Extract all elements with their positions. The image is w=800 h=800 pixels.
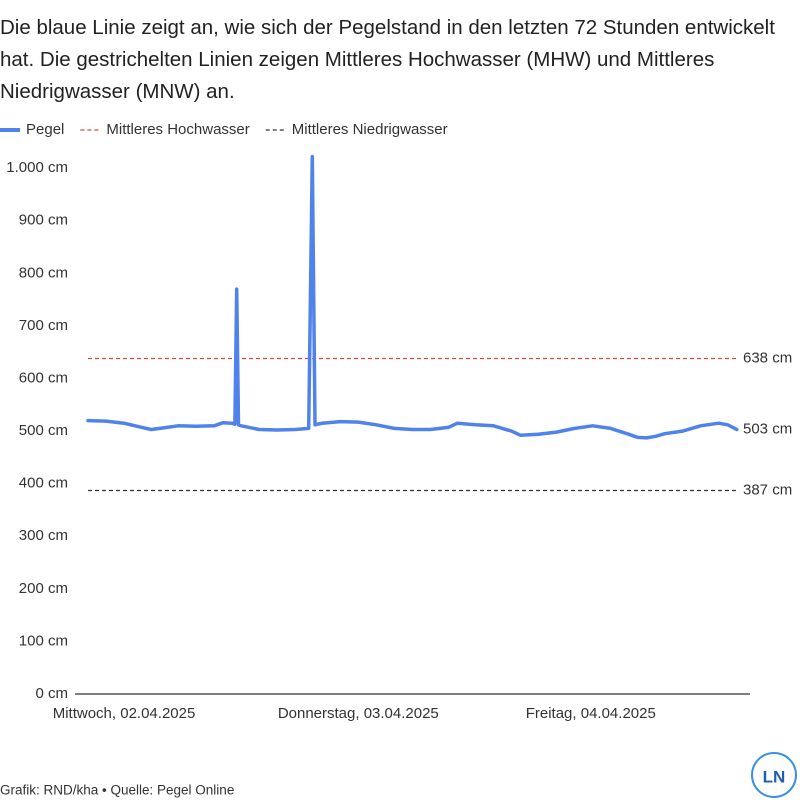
y-tick-label: 700 cm	[19, 317, 68, 334]
y-tick-label: 1.000 cm	[6, 159, 68, 176]
legend-label: Mittleres Hochwasser	[106, 121, 249, 138]
y-tick-label: 0 cm	[35, 685, 68, 702]
logo-circle	[751, 752, 797, 798]
chart-title: Die blaue Linie zeigt an, wie sich der P…	[0, 16, 775, 103]
y-tick-label: 100 cm	[19, 632, 68, 649]
y-tick-label: 500 cm	[19, 422, 68, 439]
y-tick-label: 400 cm	[19, 475, 68, 492]
legend-label: Mittleres Niedrigwasser	[292, 121, 448, 138]
x-tick-label: Donnerstag, 03.04.2025	[278, 705, 439, 722]
x-tick-label: Mittwoch, 02.04.2025	[53, 705, 196, 722]
reference-label: 387 cm	[743, 481, 792, 498]
y-tick-label: 600 cm	[19, 369, 68, 386]
reference-label: 638 cm	[743, 349, 792, 366]
end-label: 503 cm	[743, 420, 792, 437]
source: Grafik: RND/kha • Quelle: Pegel Online	[0, 783, 234, 798]
y-tick-label: 200 cm	[19, 580, 68, 597]
y-tick-label: 300 cm	[19, 527, 68, 544]
logo: LN	[763, 767, 786, 786]
y-tick-label: 900 cm	[19, 212, 68, 229]
x-tick-label: Freitag, 04.04.2025	[526, 705, 656, 722]
legend-label: Pegel	[26, 121, 64, 138]
y-tick-label: 800 cm	[19, 264, 68, 281]
line	[86, 154, 739, 440]
